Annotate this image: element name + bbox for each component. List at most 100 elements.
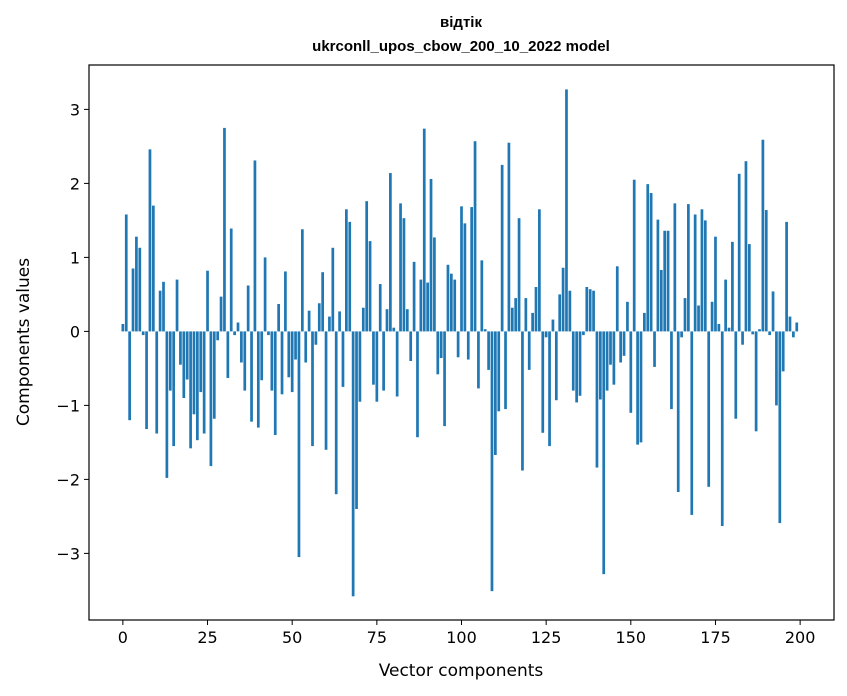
bar (578, 331, 582, 396)
bar (500, 164, 504, 332)
bar (683, 298, 687, 332)
bar (697, 305, 700, 332)
bar (324, 331, 328, 450)
bar (331, 247, 335, 332)
bar (229, 228, 233, 332)
bar (727, 327, 731, 332)
bar (148, 149, 152, 332)
x-tick-label: 125 (531, 628, 562, 647)
bar (659, 269, 663, 332)
x-tick-label: 50 (282, 628, 302, 647)
bar (598, 331, 602, 400)
bar (368, 241, 372, 332)
bar (785, 221, 788, 332)
bar (392, 327, 396, 332)
y-tick-label: −2 (56, 470, 80, 489)
bar (128, 331, 131, 421)
bar (429, 178, 433, 332)
bar (226, 331, 230, 379)
bar (416, 331, 419, 438)
bar (273, 331, 277, 435)
y-tick-label: −1 (56, 396, 80, 415)
bar (456, 331, 460, 358)
y-tick-label: 3 (70, 100, 80, 119)
bar (521, 331, 524, 471)
bar (395, 331, 399, 397)
bar (527, 331, 531, 370)
bar (361, 307, 365, 332)
bar (541, 331, 545, 433)
bar (754, 331, 758, 432)
bar (233, 331, 236, 336)
bar (439, 331, 443, 359)
bar (761, 139, 765, 332)
bar (673, 203, 677, 332)
bar (321, 272, 325, 332)
bar (690, 331, 694, 515)
bar (747, 244, 751, 332)
bar (175, 279, 179, 332)
bar (538, 209, 541, 332)
bar (629, 331, 633, 413)
bar (185, 331, 189, 380)
bar (636, 331, 639, 445)
bar (554, 331, 558, 401)
bar (351, 331, 355, 597)
bar (365, 201, 369, 332)
bar (223, 127, 226, 332)
bar (158, 290, 162, 332)
bar (405, 309, 409, 332)
x-tick-label: 150 (616, 628, 647, 647)
bar (639, 331, 643, 443)
bar (504, 331, 507, 410)
bar (297, 331, 301, 558)
bar (466, 331, 470, 360)
bar (656, 219, 660, 332)
bar (172, 331, 176, 447)
bar (372, 331, 375, 385)
bar (141, 331, 145, 336)
bar (317, 303, 321, 332)
bar (588, 289, 592, 332)
bar (328, 316, 331, 332)
bar (700, 209, 704, 332)
bars-group (121, 89, 799, 597)
bar (433, 237, 436, 332)
bar (314, 331, 318, 345)
bar (189, 331, 192, 449)
bar (687, 204, 690, 332)
bar (653, 331, 656, 367)
bar (168, 331, 172, 391)
bar (717, 324, 721, 332)
bar (463, 223, 467, 332)
bar (609, 331, 612, 365)
chart-subtitle: ukrconll_upos_cbow_200_10_2022 model (312, 38, 610, 55)
bar (734, 331, 738, 419)
bar (775, 331, 778, 406)
bar (605, 331, 609, 391)
bar (375, 331, 379, 402)
bar (131, 268, 135, 332)
bar (670, 331, 673, 410)
bar (179, 331, 182, 365)
bar (571, 331, 575, 391)
bar (724, 279, 727, 332)
bar (436, 331, 440, 375)
bar (524, 298, 528, 332)
bar (551, 319, 555, 332)
bar (731, 241, 734, 332)
bar (135, 236, 138, 332)
bar (473, 141, 477, 332)
bar (741, 331, 744, 345)
bar (402, 218, 406, 332)
bar (240, 331, 243, 363)
bar (737, 173, 741, 332)
x-tick-label: 175 (700, 628, 731, 647)
bar (284, 271, 287, 332)
bar (480, 260, 484, 332)
bar (483, 329, 487, 332)
bar (341, 331, 345, 387)
bar (497, 331, 501, 412)
bar (575, 331, 578, 403)
bar (399, 203, 402, 332)
